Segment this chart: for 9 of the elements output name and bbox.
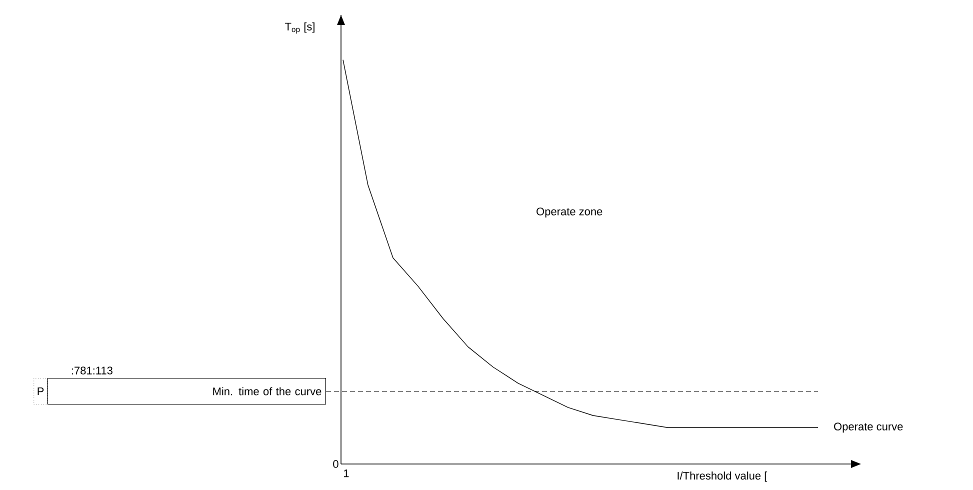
text: 1 bbox=[344, 470, 349, 478]
x-axis-title: I/Threshold value [ bbox=[678, 472, 768, 482]
ref-line-label: Min. time of the curve bbox=[213, 387, 322, 396]
y-axis-title: T$_{op}$ [s] bbox=[285, 22, 314, 34]
text: :781:113 bbox=[72, 366, 112, 374]
series-label: Operate curve bbox=[834, 422, 903, 433]
annotation: 0 bbox=[333, 460, 338, 468]
text: P bbox=[38, 387, 44, 396]
annotation: Operate zone bbox=[536, 208, 602, 218]
